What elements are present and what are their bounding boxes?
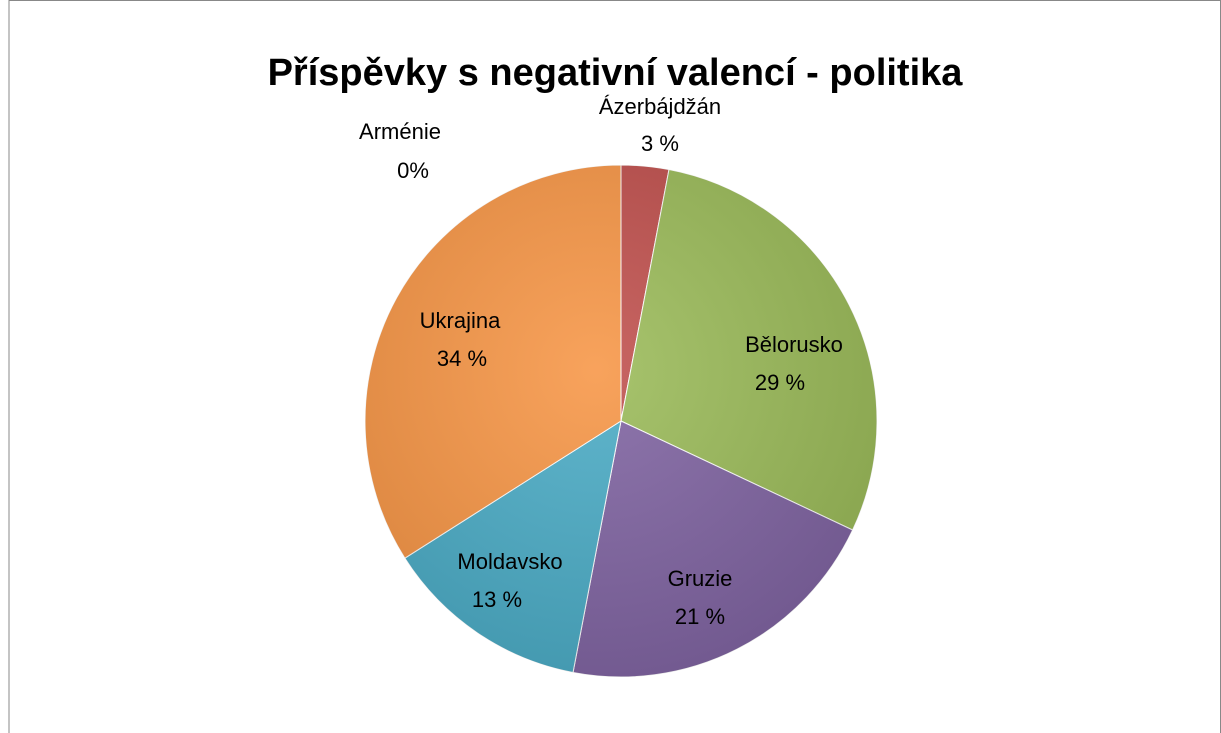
slice-label: Ukrajina — [420, 308, 501, 333]
slice-value: 29 % — [755, 370, 805, 395]
slice-value: 0% — [397, 158, 429, 183]
pie — [364, 164, 878, 678]
labels: Arménie 0% Ázerbájdžán 3 % Bělorusko 29 % Gruz… — [359, 94, 843, 629]
slice-label: Arménie — [359, 119, 441, 144]
slice-label: Gruzie — [668, 566, 733, 591]
slice-value: 13 % — [472, 587, 522, 612]
slice-value: 34 % — [437, 346, 487, 371]
chart-title: Příspěvky s negativní valencí - politika — [268, 52, 964, 94]
slice-value: 21 % — [675, 604, 725, 629]
slice-value: 3 % — [641, 131, 679, 156]
slice-label: Ázerbájdžán — [599, 94, 721, 119]
slice-label: Moldavsko — [457, 549, 562, 574]
slice-label: Bělorusko — [745, 332, 843, 357]
